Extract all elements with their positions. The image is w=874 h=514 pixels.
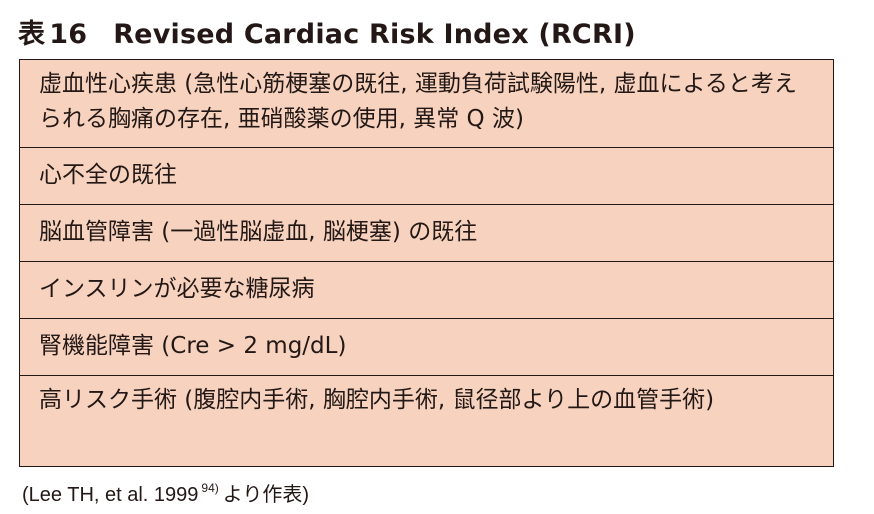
table-row-renal-dysfunction: 腎機能障害 (Cre > 2 mg/dL) [20, 319, 833, 376]
source-note-reference: 94) [201, 481, 219, 495]
table-title-prefix: 表 [18, 19, 46, 50]
table-title-number: 16 [49, 19, 88, 50]
rcri-table: 虚血性心疾患 (急性心筋梗塞の既往, 運動負荷試験陽性, 虚血によると考えられる… [19, 59, 834, 467]
table-row-high-risk-surgery: 高リスク手術 (腹腔内手術, 胸腔内手術, 鼠径部より上の血管手術) [20, 376, 833, 467]
source-note-suffix: より作表) [222, 484, 310, 506]
table-row-insulin-diabetes: インスリンが必要な糖尿病 [20, 262, 833, 319]
source-note-citation: (Lee TH, et al. 1999 [22, 484, 199, 506]
table-row-cerebrovascular-disease: 脳血管障害 (一過性脳虚血, 脳梗塞) の既往 [20, 205, 833, 262]
table-title: 表 16 Revised Cardiac Risk Index (RCRI) [18, 12, 636, 51]
table-title-text: Revised Cardiac Risk Index (RCRI) [113, 19, 636, 50]
table-row-heart-failure: 心不全の既往 [20, 148, 833, 205]
table-row-ischemic-heart-disease: 虚血性心疾患 (急性心筋梗塞の既往, 運動負荷試験陽性, 虚血によると考えられる… [20, 60, 833, 148]
source-note: (Lee TH, et al. 1999 94) より作表) [22, 478, 309, 507]
